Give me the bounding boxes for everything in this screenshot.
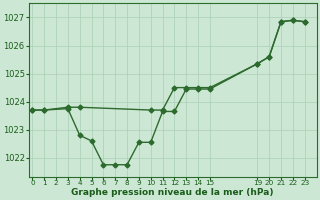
- X-axis label: Graphe pression niveau de la mer (hPa): Graphe pression niveau de la mer (hPa): [71, 188, 274, 197]
